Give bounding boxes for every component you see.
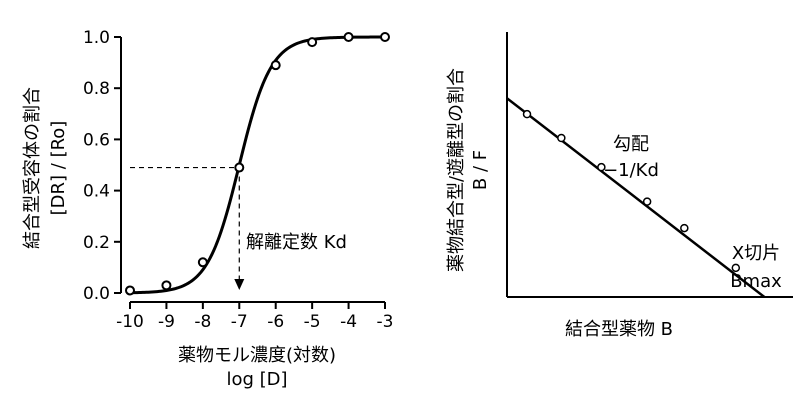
right-data-point [557, 133, 566, 143]
left-y-tick-label: 0.4 [83, 182, 110, 202]
right-x-axis-title: 結合型薬物 B [565, 319, 673, 340]
right-data-point [522, 109, 532, 119]
left-y-tick-label: 0.6 [83, 130, 110, 150]
x-intercept-value: Bmax [730, 271, 782, 292]
dose-response-curve [129, 35, 385, 295]
left-x-tick-label: -8 [194, 312, 211, 332]
left-x-tick-label: -9 [158, 312, 175, 332]
right-data-point [731, 263, 741, 273]
right-data-point [680, 223, 689, 233]
right-y-axis-title: 薬物結合型/遊離型の割合 [446, 68, 467, 272]
left-y-axis-subtitle: [DR] / [Ro] [48, 121, 69, 216]
right-data-point [642, 197, 652, 206]
left-x-tick-label: -4 [340, 312, 357, 332]
left-data-point [197, 257, 208, 268]
left-data-point [270, 60, 281, 71]
dose-response-chart: -10 -9 -8 -7 -6 -5 -4 -3 0.0 0.2 0.4 0.6 0.8 1.0 解離定… [22, 28, 393, 390]
left-y-tick-label: 0.0 [83, 284, 110, 304]
left-data-point [307, 37, 318, 48]
left-data-point [125, 285, 135, 296]
left-x-tick-label: -7 [231, 312, 248, 332]
right-y-axis-subtitle: B / F [470, 150, 491, 190]
left-x-tick-label: -6 [267, 312, 284, 332]
left-y-axis-title: 結合型受容体の割合 [22, 87, 43, 249]
scatchard-plot: 勾配 −1/Kd X切片 Bmax 結合型薬物 B 薬物結合型/遊離型の割合 B… [446, 32, 793, 340]
left-y-tick-label: 1.0 [83, 28, 110, 48]
slope-value: −1/Kd [603, 160, 659, 181]
right-data-point [597, 162, 606, 172]
x-intercept-label: X切片 [732, 243, 780, 264]
left-y-tick-label: 0.2 [83, 233, 110, 253]
left-x-axis-title: 薬物モル濃度(対数) [178, 345, 336, 366]
kd-annotation: 解離定数 Kd [246, 232, 347, 253]
left-x-tick-label: -10 [116, 312, 144, 332]
left-x-axis-subtitle: log [D] [226, 369, 287, 390]
kd-arrowhead [234, 279, 245, 290]
left-data-point [161, 280, 172, 291]
left-x-tick-label: -3 [377, 312, 394, 332]
left-y-tick-label: 0.8 [83, 79, 110, 99]
slope-label: 勾配 [613, 134, 649, 155]
left-data-point [343, 32, 354, 42]
scatchard-fit-line [506, 97, 766, 298]
left-data-point [234, 162, 245, 173]
left-data-point [380, 32, 390, 42]
left-x-tick-label: -5 [304, 312, 321, 332]
